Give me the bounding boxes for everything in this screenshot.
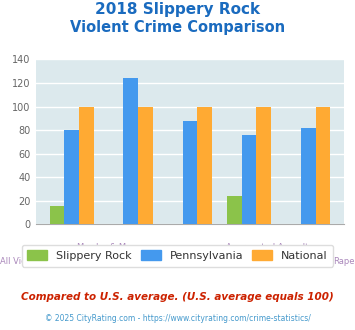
Bar xyxy=(316,107,330,224)
Bar xyxy=(79,107,94,224)
Text: Violent Crime Comparison: Violent Crime Comparison xyxy=(70,20,285,35)
Bar xyxy=(124,78,138,224)
Bar xyxy=(138,107,153,224)
Bar xyxy=(64,130,79,224)
Bar xyxy=(301,128,316,224)
Text: All Violent Crime: All Violent Crime xyxy=(0,257,71,266)
Bar xyxy=(197,107,212,224)
Bar xyxy=(227,196,242,224)
Text: Rape: Rape xyxy=(334,257,355,266)
Text: Robbery: Robbery xyxy=(173,257,207,266)
Text: Murder & Mans...: Murder & Mans... xyxy=(77,243,149,251)
Text: © 2025 CityRating.com - https://www.cityrating.com/crime-statistics/: © 2025 CityRating.com - https://www.city… xyxy=(45,314,310,323)
Text: Aggravated Assault: Aggravated Assault xyxy=(226,243,308,251)
Bar xyxy=(50,206,64,224)
Text: 2018 Slippery Rock: 2018 Slippery Rock xyxy=(95,2,260,16)
Text: Compared to U.S. average. (U.S. average equals 100): Compared to U.S. average. (U.S. average … xyxy=(21,292,334,302)
Bar xyxy=(242,135,256,224)
Legend: Slippery Rock, Pennsylvania, National: Slippery Rock, Pennsylvania, National xyxy=(22,245,333,267)
Bar xyxy=(256,107,271,224)
Bar xyxy=(182,121,197,224)
